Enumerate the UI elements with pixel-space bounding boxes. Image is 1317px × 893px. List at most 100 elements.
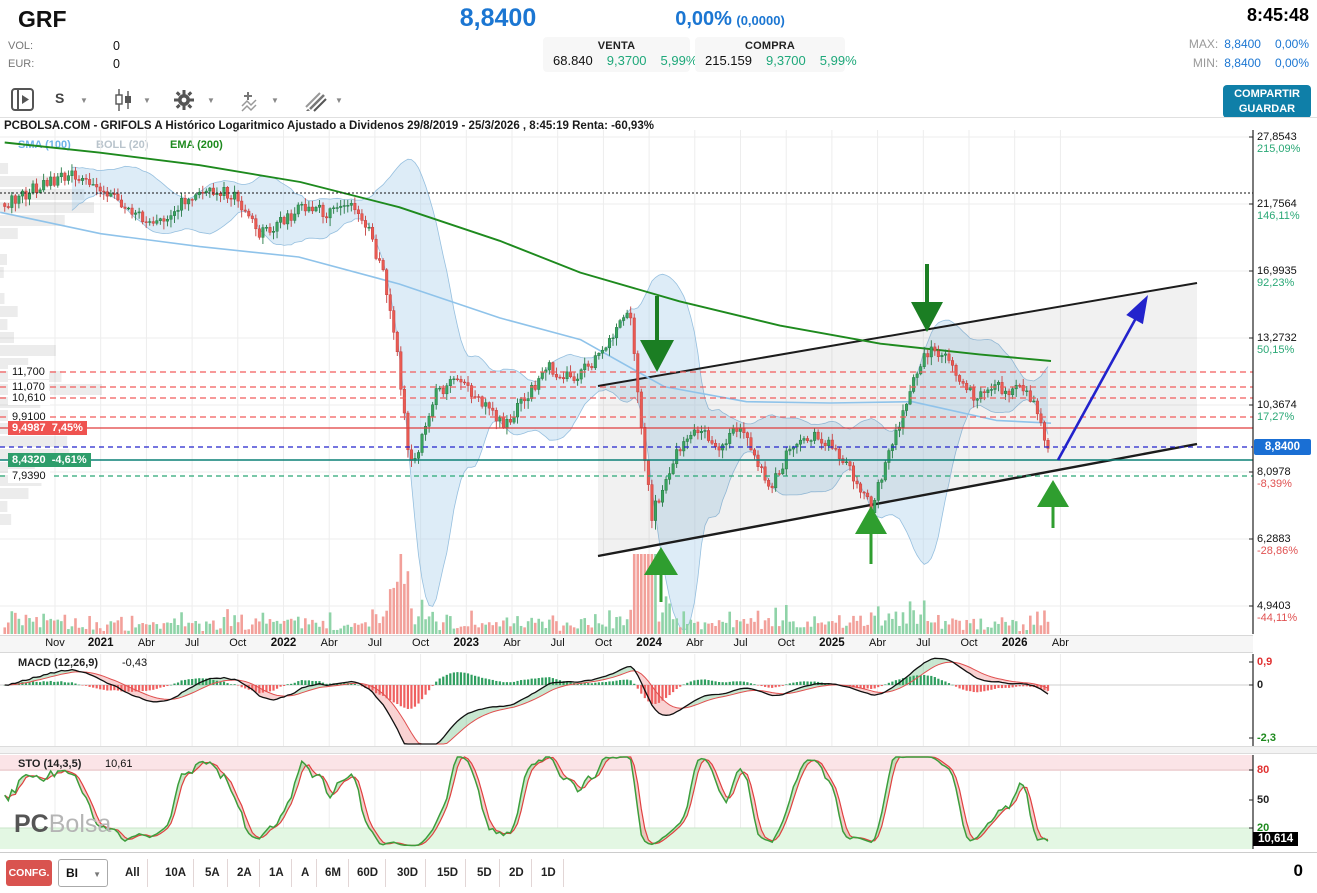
x-axis-label: Jul xyxy=(916,637,931,649)
x-axis-label: Oct xyxy=(777,637,795,649)
price-level-label: 10,610 xyxy=(8,391,50,405)
right-axis-label: 4,9403 -44,11% xyxy=(1257,600,1298,624)
clock: 8:45:48 xyxy=(1246,5,1309,25)
right-axis-label: 27,8543 215,09% xyxy=(1257,131,1301,155)
right-axis-label: 21,7564 146,11% xyxy=(1257,198,1300,222)
timeframe-1a[interactable]: 1A xyxy=(262,859,292,887)
macd-axis-label: 0,9 xyxy=(1257,656,1273,668)
timeframe-2a[interactable]: 2A xyxy=(230,859,260,887)
share-label[interactable]: COMPARTIR xyxy=(1234,88,1300,100)
right-axis-label: 8,0978 -8,39% xyxy=(1257,466,1292,490)
timeframe-1d[interactable]: 1D xyxy=(534,859,564,887)
draw-tools-icon[interactable] xyxy=(302,87,328,118)
legend-boll[interactable]: BOLL (20) xyxy=(96,139,149,151)
timeframe-all[interactable]: All xyxy=(118,859,148,887)
x-axis-label: Jul xyxy=(367,637,382,649)
panel-toggle-icon[interactable] xyxy=(10,87,36,118)
settings-caret-icon[interactable]: ▼ xyxy=(207,96,215,105)
min-pct: 0,00% xyxy=(1274,56,1309,70)
series-style-caret-icon[interactable]: ▼ xyxy=(80,96,88,105)
timeframe-2d[interactable]: 2D xyxy=(502,859,532,887)
candlestick-icon[interactable] xyxy=(113,87,135,118)
x-axis-label: Jul xyxy=(550,637,565,649)
price-change: 0,00% (0,0000) xyxy=(600,8,860,31)
settings-gear-icon[interactable] xyxy=(172,87,196,118)
sto-label: STO (14,3,5) xyxy=(18,758,82,770)
change-absolute: (0,0000) xyxy=(736,13,785,28)
right-axis-label: 13,2732 50,15% xyxy=(1257,332,1297,356)
x-axis-label: Oct xyxy=(229,637,247,649)
right-axis-label: 6,2883 -28,86% xyxy=(1257,533,1298,557)
x-axis-label: 2021 xyxy=(87,637,114,649)
x-axis-label: Abr xyxy=(869,637,887,649)
timeframe-10a[interactable]: 10A xyxy=(158,859,195,887)
bid-panel: VENTA 68.840 9,3700 5,99% xyxy=(543,37,697,72)
last-price: 8,8400 xyxy=(459,4,537,32)
ask-pct: 5,99% xyxy=(819,53,857,68)
timeframe-a[interactable]: A xyxy=(294,859,318,887)
vol-value: 0 xyxy=(113,39,120,53)
x-axis-label: Abr xyxy=(320,637,338,649)
chart-toolbar: S ▼ ▼ ▼ xyxy=(0,84,1317,118)
macd-axis-label: -2,3 xyxy=(1257,732,1276,744)
x-axis-label: Oct xyxy=(412,637,430,649)
sto-value: 10,61 xyxy=(105,758,133,770)
sto-axis-label: 80 xyxy=(1257,764,1270,776)
x-axis-label: Abr xyxy=(503,637,521,649)
ask-label: COMPRA xyxy=(744,40,796,52)
series-style-button[interactable]: S xyxy=(55,90,65,106)
share-save-button[interactable]: COMPARTIR GUARDAR xyxy=(1223,85,1311,118)
timeframe-5d[interactable]: 5D xyxy=(470,859,500,887)
save-label[interactable]: GUARDAR xyxy=(1238,103,1296,115)
x-axis-label: 2025 xyxy=(819,637,845,649)
add-indicator-caret-icon[interactable]: ▼ xyxy=(271,96,279,105)
panel-separator xyxy=(0,746,1317,754)
x-axis-label: Abr xyxy=(1051,637,1069,649)
price-level-label: 11,070 xyxy=(8,380,49,394)
x-axis-label: Nov xyxy=(45,637,65,649)
max-pct: 0,00% xyxy=(1274,37,1309,51)
candlestick-caret-icon[interactable]: ▼ xyxy=(143,96,151,105)
timeframe-5a[interactable]: 5A xyxy=(198,859,228,887)
timeframe-15d[interactable]: 15D xyxy=(430,859,467,887)
right-axis-label: 16,9935 92,23% xyxy=(1257,265,1297,289)
price-level-label: 9,9100 xyxy=(8,410,50,424)
max-label: MAX: xyxy=(1188,37,1219,51)
bid-pct: 5,99% xyxy=(660,53,698,68)
max-price: 8,8400 xyxy=(1224,37,1261,51)
x-axis-label: Abr xyxy=(137,637,155,649)
price-level-label: 8,4320 -4,61% xyxy=(8,453,91,467)
x-axis-label: Abr xyxy=(686,637,704,649)
timeframe-6m[interactable]: 6M xyxy=(318,859,349,887)
ask-panel: COMPRA 215.159 9,3700 5,99% xyxy=(695,37,857,72)
eur-value: 0 xyxy=(113,57,120,71)
eur-label: EUR: xyxy=(8,58,35,70)
x-axis-label: Oct xyxy=(960,637,978,649)
interval-caret-icon[interactable]: ▼ xyxy=(93,870,101,879)
sto-axis-label: 50 xyxy=(1257,794,1270,806)
timeframe-60d[interactable]: 60D xyxy=(350,859,387,887)
ask-price: 9,3700 xyxy=(766,53,806,68)
x-axis-label: 2026 xyxy=(1001,637,1028,649)
config-button[interactable]: CONFG. xyxy=(6,860,52,886)
corner-counter: 0 xyxy=(1293,861,1303,880)
min-label: MIN: xyxy=(1192,56,1219,70)
x-axis-label: Oct xyxy=(594,637,612,649)
ticker-symbol: GRF xyxy=(18,6,67,32)
bid-qty: 68.840 xyxy=(553,53,593,68)
sto-axis-label: 20 xyxy=(1257,822,1270,834)
bottom-toolbar: CONFG. BI ▼ All 10A 5A 2A 1A A 6M 60D 30D 15D 5D 2D… xyxy=(0,852,1317,893)
macd-label: MACD (12,26,9) xyxy=(18,657,99,669)
draw-tools-caret-icon[interactable]: ▼ xyxy=(335,96,343,105)
interval-dropdown[interactable]: BI ▼ xyxy=(58,859,108,887)
legend-ema[interactable]: EMA (200) xyxy=(170,139,223,151)
macd-axis-label: 0 xyxy=(1257,679,1264,691)
timeframe-30d[interactable]: 30D xyxy=(390,859,427,887)
vol-label: VOL: xyxy=(8,40,34,52)
add-indicator-icon[interactable] xyxy=(240,87,264,118)
interval-value[interactable]: BI xyxy=(66,866,78,880)
right-axis-label: 10,3674 17,27% xyxy=(1257,399,1297,423)
x-axis-label: 2022 xyxy=(270,637,297,649)
chart-title: PCBOLSA.COM - GRIFOLS A Histórico Logari… xyxy=(4,120,654,132)
